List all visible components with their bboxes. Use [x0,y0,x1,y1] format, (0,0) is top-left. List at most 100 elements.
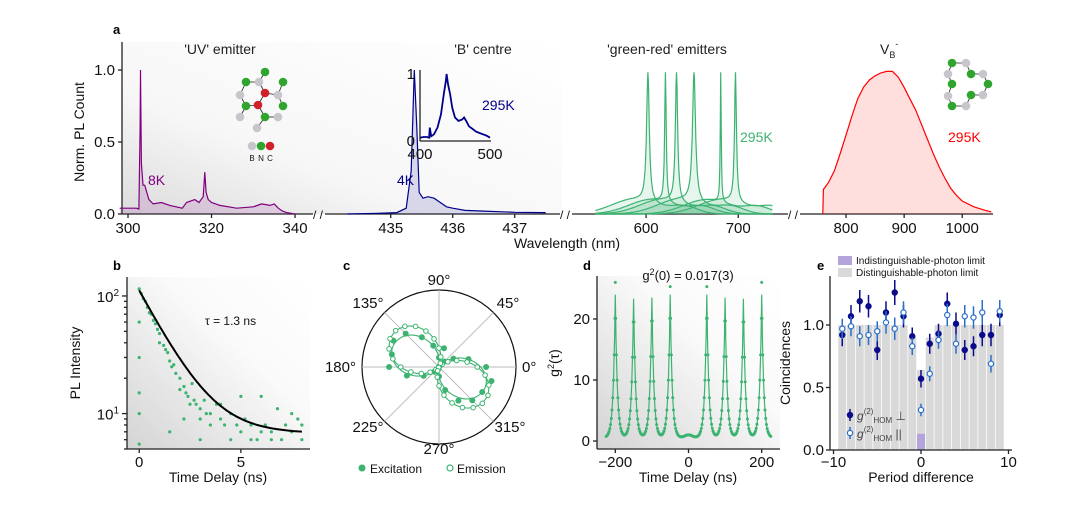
distinguishable-limit-bar [847,325,855,450]
lifetime-data-point [186,394,190,399]
panel-e-ylabel: Coincidences [777,321,793,405]
g2-data-point [721,397,725,401]
title-green-red: 'green-red' emitters [607,41,727,57]
legend-emission: Emission [457,462,506,476]
emission-data-point [436,383,442,389]
g2-data-point [637,427,641,431]
g2-data-point [764,422,768,426]
panel-b-background [127,277,310,449]
legend-sub: HOM [873,434,892,443]
y-tick-exponent: 1 [113,406,119,417]
g2-data-point [726,397,730,401]
g2-data-point [762,396,766,400]
polar-angle-label: 270° [423,441,454,458]
perpendicular-data-point [909,333,916,340]
g2-data-point [655,427,659,431]
g2-data-point [651,355,655,359]
emission-data-point [392,327,399,334]
panel-label-c: c [343,258,350,273]
polar-angle-label: 315° [494,419,525,436]
x-tick-label: 340 [283,220,308,237]
y-tick-label: 0.5 [803,380,824,397]
g2-data-point [709,416,713,420]
uv-emitter-spectrum-line [119,69,296,215]
lifetime-data-point [192,398,196,402]
boron-atom [273,90,283,100]
lifetime-data-point [174,371,178,375]
perpendicular-data-point [874,346,881,354]
y-tick-label: 101 [97,406,120,424]
lifetime-data-point [202,398,206,402]
g2-data-point [629,397,633,401]
g2-data-point [701,417,705,421]
g2-data-point [619,426,623,430]
panel-label-d: d [583,258,591,273]
g2-data-point [710,422,714,426]
lifetime-annotation: τ = 1.3 ns [205,314,256,328]
excitation-data-point [386,364,393,370]
emission-data-point [436,345,442,351]
polar-angle-label: 45° [497,295,520,312]
boron-atom [254,77,264,87]
g2-data-point [671,408,675,412]
excitation-data-point [403,372,410,379]
g2-data-point [738,409,742,413]
g2-data-point [705,316,709,320]
g2-data-point [718,427,722,431]
lifetime-fit-curve [138,289,302,433]
y-tick-label: 1.0 [803,317,824,334]
lifetime-data-point [269,438,273,442]
emission-data-point [431,336,437,342]
g2-data-point [655,423,659,427]
g2-data-point [674,427,678,431]
lifetime-data-point [137,391,141,395]
excitation-data-point [430,342,437,349]
title-b-centre: 'B' centre [454,41,512,57]
legend-sub: HOM [873,416,892,425]
legend-marker-excitation [358,464,366,472]
legend-suffix: || [892,427,902,441]
emission-data-point [434,367,441,374]
lifetime-data-point [290,411,294,416]
g2-data-point [765,427,769,431]
g2-data-point [735,429,739,433]
distinguishable-limit-bar [969,325,978,450]
legend-label-parallel: g(2)HOM || [857,425,902,443]
emission-data-point [387,335,393,342]
lifetime-data-point [164,348,168,352]
lifetime-data-point [157,331,162,336]
parallel-data-point [900,309,907,316]
x-tick-label: 436 [440,220,465,237]
g2-data-point [740,380,744,384]
emission-data-point [445,359,451,365]
panel-e-xlabel: Period difference [868,469,974,485]
legend-excitation: Excitation [370,462,422,476]
emission-data-point [386,346,392,352]
g2-data-point [610,408,614,412]
lifetime-data-point [137,411,141,416]
g2-data-point [728,423,732,427]
lifetime-data-point [208,411,212,416]
g2-data-point [710,426,714,430]
x-tick-label: 5 [237,454,245,471]
y-tick-label: 102 [97,288,120,306]
y-tick-label: 1.0 [94,62,115,79]
panel-e-hom: Coincidences Period difference Indisting… [777,256,1017,485]
emission-data-point [449,400,455,406]
distinguishable-limit-bar [864,325,873,450]
perpendicular-data-point [952,320,960,327]
temp-label-green-red: 295K [740,129,773,145]
g2-data-point [736,427,740,431]
excitation-data-point [441,345,448,352]
g2-data-point [636,423,640,427]
g2-data-point [614,316,618,320]
distinguishable-limit-bar [908,337,917,450]
g2-data-point [609,417,613,421]
emission-data-point [427,369,433,375]
g2-data-point [763,408,767,412]
g2-data-point [633,355,637,359]
perpendicular-data-point [987,331,995,339]
x-tick-label: 435 [378,220,403,237]
g2-data-point [745,417,749,421]
g2-data-point [653,409,657,413]
